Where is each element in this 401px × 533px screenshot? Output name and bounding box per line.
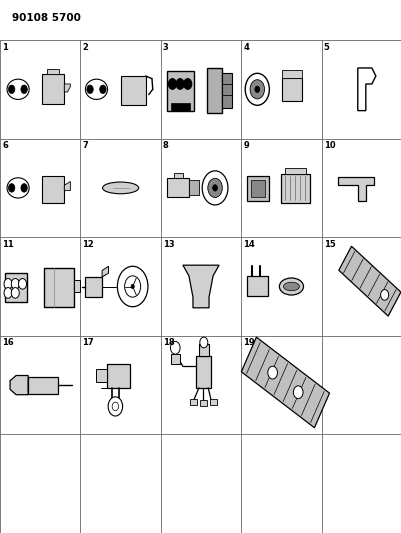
Circle shape	[112, 402, 118, 411]
Bar	[209, 399, 217, 406]
Ellipse shape	[7, 79, 29, 100]
Circle shape	[4, 279, 12, 289]
Circle shape	[124, 276, 140, 297]
Circle shape	[117, 266, 148, 307]
Bar	[247, 276, 267, 296]
Bar	[247, 176, 269, 201]
Text: 4: 4	[243, 43, 249, 52]
Bar	[42, 176, 64, 203]
Bar	[166, 71, 194, 111]
Bar	[207, 68, 222, 114]
Bar	[282, 70, 302, 78]
Bar	[42, 75, 64, 104]
Polygon shape	[64, 182, 70, 191]
Text: 8: 8	[162, 141, 168, 150]
Text: 19: 19	[243, 338, 254, 348]
Text: 5: 5	[323, 43, 329, 52]
Circle shape	[8, 184, 15, 192]
Circle shape	[254, 86, 259, 93]
Circle shape	[99, 85, 106, 94]
Bar	[121, 76, 145, 106]
Circle shape	[183, 79, 191, 90]
Circle shape	[207, 179, 222, 198]
Circle shape	[199, 337, 207, 348]
Bar	[170, 354, 179, 364]
Bar	[196, 356, 211, 388]
Ellipse shape	[7, 178, 29, 198]
Circle shape	[170, 342, 180, 354]
Bar	[166, 179, 188, 198]
Bar	[106, 364, 130, 388]
Text: 17: 17	[82, 338, 94, 348]
Circle shape	[87, 85, 93, 94]
Text: 1: 1	[2, 43, 8, 52]
Bar	[74, 280, 80, 292]
Circle shape	[380, 289, 388, 300]
Text: 15: 15	[323, 240, 334, 249]
Text: 90108 5700: 90108 5700	[12, 13, 81, 23]
Bar	[47, 69, 59, 75]
Bar	[5, 273, 27, 303]
Polygon shape	[64, 84, 70, 92]
Bar	[44, 269, 74, 307]
Circle shape	[212, 185, 217, 191]
Text: 10: 10	[323, 141, 334, 150]
Text: 6: 6	[2, 141, 8, 150]
Bar	[198, 344, 209, 356]
Polygon shape	[102, 266, 108, 277]
Bar	[285, 168, 305, 174]
Text: 12: 12	[82, 240, 94, 249]
Bar	[222, 74, 232, 108]
Circle shape	[18, 279, 26, 289]
Bar	[85, 277, 102, 297]
Circle shape	[21, 184, 27, 192]
Text: 9: 9	[243, 141, 248, 150]
Bar	[251, 181, 265, 198]
Text: 18: 18	[162, 338, 174, 348]
Polygon shape	[10, 376, 28, 395]
Circle shape	[131, 285, 134, 289]
Bar	[170, 103, 190, 111]
Polygon shape	[337, 177, 373, 201]
Polygon shape	[182, 265, 219, 308]
Circle shape	[267, 366, 277, 379]
Circle shape	[176, 79, 184, 90]
Bar	[199, 400, 207, 407]
Bar	[188, 181, 198, 196]
Text: 2: 2	[82, 43, 88, 52]
Circle shape	[245, 74, 269, 106]
Text: 3: 3	[162, 43, 168, 52]
Circle shape	[202, 171, 227, 205]
Bar	[173, 173, 182, 179]
Text: 13: 13	[162, 240, 174, 249]
Circle shape	[21, 85, 27, 94]
Text: 7: 7	[82, 141, 88, 150]
Text: 14: 14	[243, 240, 254, 249]
Circle shape	[249, 80, 264, 99]
Circle shape	[11, 288, 19, 298]
Bar	[281, 174, 309, 203]
Circle shape	[4, 288, 12, 298]
Bar	[96, 369, 106, 383]
Ellipse shape	[85, 79, 107, 100]
Bar	[28, 377, 58, 394]
Polygon shape	[241, 337, 329, 427]
Ellipse shape	[283, 282, 299, 291]
Bar	[189, 399, 196, 406]
Circle shape	[108, 397, 122, 416]
Ellipse shape	[102, 182, 138, 194]
Polygon shape	[338, 246, 400, 316]
Circle shape	[293, 386, 302, 399]
Text: 16: 16	[2, 338, 14, 348]
Circle shape	[8, 85, 15, 94]
Circle shape	[11, 279, 19, 289]
Bar	[282, 78, 302, 101]
Circle shape	[168, 79, 176, 90]
Ellipse shape	[279, 278, 303, 295]
Text: 11: 11	[2, 240, 14, 249]
